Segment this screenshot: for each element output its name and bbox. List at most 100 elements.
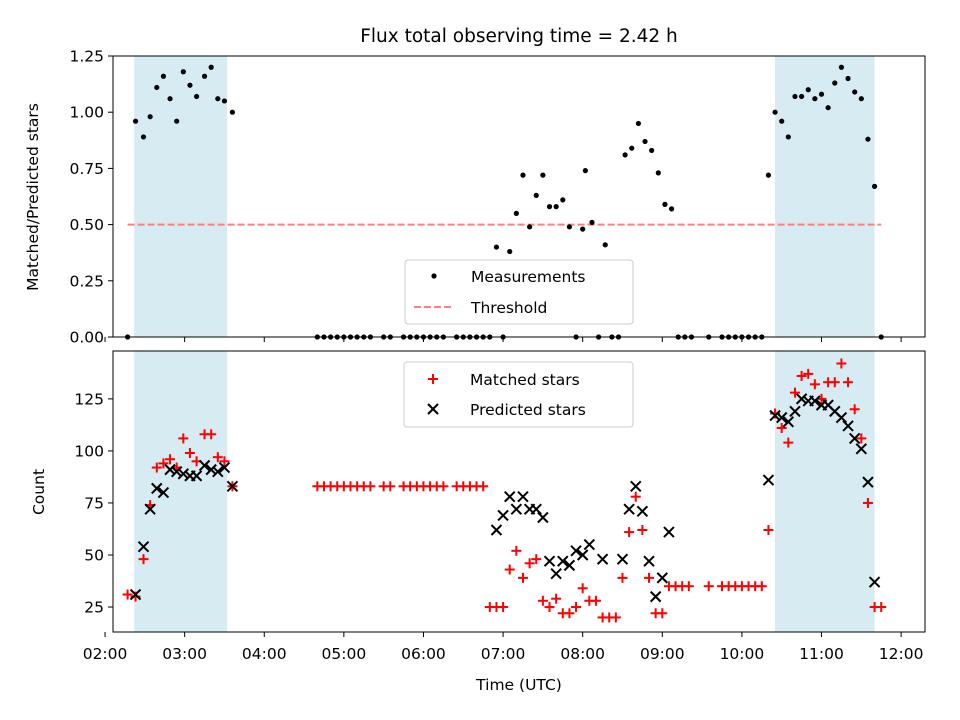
predicted-star-point — [205, 463, 217, 476]
bottom-y-tick-label: 50 — [84, 546, 104, 564]
top-panel: 0.00 0.25 0.50 0.75 1.00 1.25 Matched/Predict… — [24, 48, 926, 347]
measurement-point — [180, 69, 186, 75]
measurement-point — [655, 170, 661, 176]
matched-star-point — [544, 602, 555, 613]
predicted-star-point — [537, 511, 549, 524]
predicted-star-point — [170, 466, 183, 478]
matched-star-point — [657, 608, 668, 619]
predicted-star-point — [782, 416, 795, 428]
matched-star-point — [577, 583, 588, 594]
measurement-point — [779, 118, 785, 124]
matched-star-point — [478, 481, 489, 492]
predicted-star-point — [643, 555, 655, 567]
matched-star-point — [789, 387, 800, 398]
measurement-point — [221, 98, 228, 104]
predicted-star-point — [775, 411, 788, 424]
matched-star-point — [517, 572, 528, 583]
legend-threshold-label: Threshold — [470, 299, 547, 317]
top-y-axis-ticks: 0.00 0.25 0.50 0.75 1.00 1.25 — [69, 48, 113, 347]
matched-star-point — [617, 572, 628, 583]
bottom-x-axis-ticks: 02:00 03:00 04:00 05:00 06:00 07:00 08:00 09:00… — [83, 632, 924, 663]
predicted-star-point — [497, 509, 509, 522]
predicted-star-point — [151, 482, 163, 495]
matched-star-point — [829, 377, 840, 388]
measurement-point — [208, 64, 214, 70]
bottom-legend-box — [403, 361, 634, 428]
bottom-plot-frame — [112, 350, 926, 633]
predicted-star-point — [855, 443, 868, 455]
measurement-point — [858, 96, 864, 102]
bottom-shaded-interval-1 — [775, 351, 875, 632]
top-y-tick-label: 0.25 — [69, 272, 104, 290]
bottom-shaded-interval-0 — [134, 351, 228, 632]
predicted-star-point — [762, 474, 775, 486]
measurement-point — [622, 152, 628, 158]
matched-star-point — [151, 462, 162, 473]
predicted-star-point — [630, 480, 642, 493]
predicted-star-point — [636, 505, 649, 517]
x-tick-label: 04:00 — [242, 645, 287, 663]
matched-star-point — [783, 437, 794, 448]
predicted-star-point — [543, 555, 556, 567]
x-tick-label: 12:00 — [879, 645, 924, 663]
matched-star-point — [511, 545, 522, 556]
predicted-star-point — [862, 476, 874, 488]
measurement-point — [132, 118, 139, 124]
measurement-point — [527, 224, 533, 230]
matched-star-point — [219, 456, 230, 467]
predicted-star-point — [663, 526, 675, 538]
measurement-point — [765, 172, 772, 178]
measurement-point — [649, 147, 655, 154]
legend-predicted-label: Predicted stars — [470, 401, 586, 419]
matched-star-point — [122, 589, 133, 600]
predicted-star-point — [530, 503, 542, 515]
measurement-point — [546, 204, 553, 210]
matched-star-point — [138, 554, 149, 565]
measurement-point — [662, 201, 668, 207]
matched-star-point — [564, 608, 575, 619]
top-shaded-intervals — [134, 56, 875, 337]
x-tick-label: 02:00 — [83, 645, 128, 663]
top-legend: Measurements Threshold — [404, 259, 634, 325]
measurement-point — [825, 105, 831, 111]
measurement-point — [553, 204, 559, 210]
measurement-point — [871, 183, 878, 189]
matched-star-point — [836, 358, 847, 369]
predicted-star-point — [164, 463, 176, 476]
bottom-y-tick-label: 125 — [74, 390, 104, 408]
predicted-star-point — [769, 409, 781, 422]
matched-star-point — [438, 481, 449, 492]
x-tick-label: 09:00 — [640, 645, 685, 663]
measurement-point — [533, 192, 539, 198]
matched-star-point — [796, 370, 807, 381]
matched-star-point — [644, 572, 655, 583]
predicted-star-point — [596, 553, 609, 565]
predicted-star-point — [504, 490, 516, 503]
matched-star-point — [206, 429, 217, 440]
legend-measurements-label: Measurements — [471, 268, 586, 286]
x-tick-label: 03:00 — [162, 645, 207, 663]
measurement-point — [582, 168, 588, 174]
x-tick-label: 08:00 — [560, 645, 605, 663]
top-y-tick-label: 0.50 — [69, 216, 104, 234]
matched-star-point — [524, 558, 535, 569]
measurement-point — [560, 197, 566, 203]
measurement-point — [852, 89, 858, 95]
measurement-point — [629, 145, 635, 151]
predicted-star-point — [218, 461, 231, 474]
matched-star-point — [158, 458, 169, 469]
measurement-point — [174, 118, 180, 124]
matched-star-point — [856, 433, 867, 444]
measurement-point — [540, 172, 546, 178]
matched-star-point — [498, 602, 509, 613]
measurement-point — [154, 84, 160, 91]
top-y-tick-label: 0.00 — [69, 329, 104, 347]
measurement-point — [147, 114, 153, 120]
matched-star-point — [803, 368, 814, 379]
matched-star-point — [610, 612, 621, 623]
matched-star-point — [776, 423, 787, 434]
measurement-point — [799, 93, 805, 100]
measurement-point — [792, 93, 798, 100]
matched-star-point — [843, 377, 854, 388]
